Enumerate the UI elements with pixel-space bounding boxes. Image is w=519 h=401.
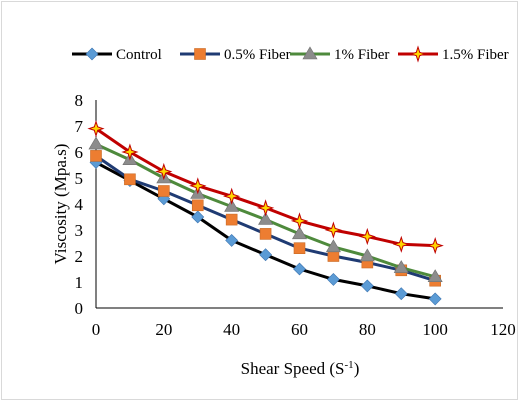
- x-axis-title-sup: -1: [345, 359, 354, 371]
- y-tick-label: 2: [75, 247, 84, 266]
- data-point: [258, 212, 274, 225]
- y-tick-label: 5: [75, 169, 84, 188]
- series-line: [95, 127, 436, 248]
- data-point: [225, 213, 238, 226]
- legend-label: Control: [116, 47, 162, 63]
- data-point: [259, 228, 272, 240]
- x-axis-title: Shear Speed (S-1): [241, 359, 360, 378]
- data-point: [327, 250, 340, 262]
- data-point: [191, 210, 205, 224]
- x-axis-title-main: Shear Speed (S: [241, 359, 345, 378]
- y-tick-labels: 0 1 2 3 4 5 6 7 8: [75, 91, 84, 318]
- x-tick-label: 0: [92, 320, 101, 339]
- x-tick-labels: 0 20 40 60 80 100 120: [92, 320, 516, 339]
- legend-item: 1.5% Fiber: [398, 45, 509, 63]
- data-point: [426, 237, 444, 255]
- legend-item: Control: [72, 47, 162, 63]
- data-point: [326, 272, 340, 286]
- legend-item: 0.5% Fiber: [180, 47, 291, 63]
- data-point: [427, 269, 443, 283]
- x-tick-label: 20: [155, 320, 172, 339]
- data-point: [428, 292, 442, 306]
- data-point: [324, 221, 343, 239]
- y-tick-label: 8: [75, 91, 84, 110]
- x-tick-label: 40: [223, 320, 240, 339]
- data-point: [191, 199, 204, 212]
- x-tick-label: 80: [359, 320, 376, 339]
- data-point: [393, 260, 409, 273]
- x-tick-label: 100: [422, 320, 448, 339]
- data-point: [223, 187, 241, 205]
- x-tick-label: 120: [490, 320, 516, 339]
- legend-marker: [302, 46, 318, 60]
- data-point: [155, 162, 173, 181]
- x-axis-title-suffix: ): [354, 359, 360, 378]
- y-tick-label: 7: [75, 117, 84, 136]
- data-point: [87, 119, 105, 138]
- data-point: [259, 248, 273, 262]
- legend-item: 1% Fiber: [290, 46, 389, 63]
- data-point: [124, 173, 136, 186]
- series-0-5-fiber: [90, 150, 441, 287]
- y-tick-label: 1: [75, 273, 84, 292]
- axes: [95, 100, 503, 309]
- data-point: [88, 136, 104, 150]
- data-point: [224, 199, 240, 212]
- data-point: [293, 262, 306, 276]
- legend-label: 0.5% Fiber: [224, 47, 291, 63]
- y-tick-label: 4: [75, 195, 84, 214]
- y-tick-label: 3: [75, 221, 84, 240]
- data-point: [293, 242, 306, 254]
- data-point: [325, 239, 341, 253]
- data-point: [290, 212, 309, 230]
- data-point: [225, 233, 239, 247]
- data-point: [359, 248, 375, 262]
- data-point: [256, 199, 275, 217]
- data-point: [90, 150, 102, 162]
- data-point: [394, 287, 408, 301]
- data-point: [189, 177, 207, 195]
- x-tick-label: 60: [291, 320, 308, 339]
- series-1-fiber: [88, 136, 443, 283]
- legend-marker: [409, 45, 427, 63]
- data-point: [291, 226, 308, 240]
- legend-label: 1% Fiber: [334, 47, 389, 63]
- legend-marker: [194, 48, 206, 60]
- y-tick-label: 0: [75, 299, 84, 318]
- series-1-5-fiber: [87, 119, 444, 255]
- y-axis-title: Viscosity (Mpa.s): [51, 144, 70, 265]
- series-layer: [87, 119, 444, 306]
- data-point: [121, 143, 139, 161]
- y-tick-label: 6: [75, 143, 84, 162]
- legend: Control 0.5% Fiber 1% Fiber 1.5% Fiber: [72, 45, 509, 63]
- data-point: [392, 235, 410, 253]
- data-point: [158, 185, 170, 197]
- legend-label: 1.5% Fiber: [442, 47, 509, 63]
- data-point: [360, 279, 374, 293]
- legend-marker: [85, 47, 99, 61]
- data-point: [358, 227, 376, 246]
